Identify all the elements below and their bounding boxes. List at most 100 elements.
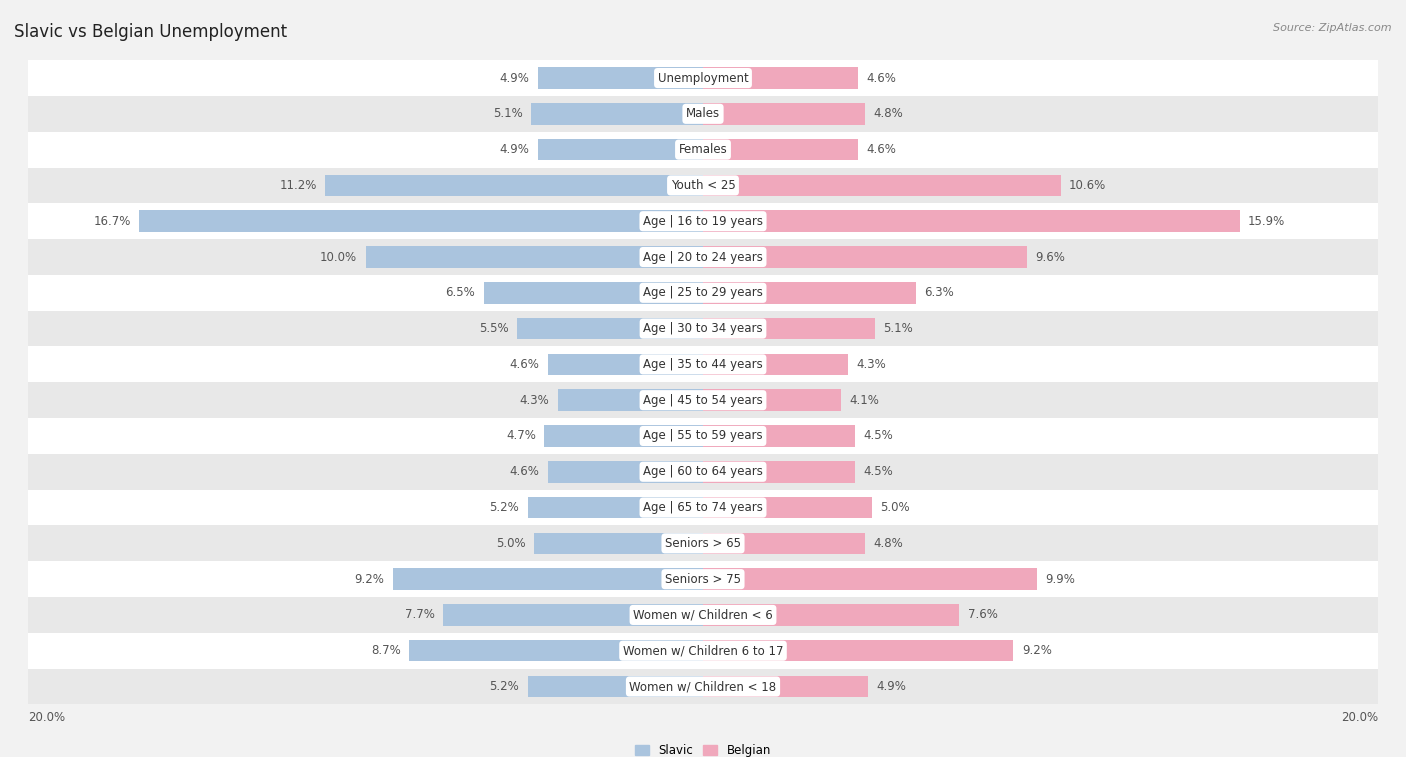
Bar <box>443 604 703 626</box>
Text: Age | 35 to 44 years: Age | 35 to 44 years <box>643 358 763 371</box>
Text: Age | 20 to 24 years: Age | 20 to 24 years <box>643 251 763 263</box>
Bar <box>548 354 703 375</box>
Bar <box>703 389 841 411</box>
Bar <box>703 569 1038 590</box>
Bar <box>703 640 1014 662</box>
Text: 5.0%: 5.0% <box>880 501 910 514</box>
Text: Source: ZipAtlas.com: Source: ZipAtlas.com <box>1274 23 1392 33</box>
Text: Age | 16 to 19 years: Age | 16 to 19 years <box>643 215 763 228</box>
Bar <box>28 418 1378 454</box>
Text: 5.5%: 5.5% <box>479 322 509 335</box>
Bar <box>366 246 703 268</box>
Bar <box>325 175 703 196</box>
Bar <box>703 604 959 626</box>
Text: Age | 25 to 29 years: Age | 25 to 29 years <box>643 286 763 299</box>
Bar <box>28 60 1378 96</box>
Bar <box>703 246 1026 268</box>
Text: 10.0%: 10.0% <box>321 251 357 263</box>
Bar <box>703 282 915 304</box>
Bar <box>544 425 703 447</box>
Text: 6.3%: 6.3% <box>924 286 953 299</box>
Bar <box>28 454 1378 490</box>
Bar <box>537 67 703 89</box>
Text: 20.0%: 20.0% <box>1341 711 1378 724</box>
Text: Women w/ Children < 18: Women w/ Children < 18 <box>630 680 776 693</box>
Text: Females: Females <box>679 143 727 156</box>
Text: Seniors > 75: Seniors > 75 <box>665 572 741 586</box>
Bar <box>703 139 858 160</box>
Bar <box>28 633 1378 668</box>
Bar <box>28 204 1378 239</box>
Bar <box>28 597 1378 633</box>
Text: 5.1%: 5.1% <box>883 322 914 335</box>
Text: Age | 45 to 54 years: Age | 45 to 54 years <box>643 394 763 407</box>
Bar <box>703 210 1240 232</box>
Text: 9.2%: 9.2% <box>1022 644 1052 657</box>
Bar <box>703 533 865 554</box>
Text: Age | 30 to 34 years: Age | 30 to 34 years <box>643 322 763 335</box>
Text: 5.0%: 5.0% <box>496 537 526 550</box>
Bar <box>703 676 869 697</box>
Text: Women w/ Children < 6: Women w/ Children < 6 <box>633 609 773 621</box>
Text: 9.9%: 9.9% <box>1046 572 1076 586</box>
Bar <box>703 461 855 482</box>
Text: 20.0%: 20.0% <box>28 711 65 724</box>
Bar <box>537 139 703 160</box>
Text: 6.5%: 6.5% <box>446 286 475 299</box>
Bar <box>28 132 1378 167</box>
Bar <box>409 640 703 662</box>
Text: 4.8%: 4.8% <box>873 107 903 120</box>
Bar <box>703 175 1060 196</box>
Text: 15.9%: 15.9% <box>1249 215 1285 228</box>
Bar <box>517 318 703 339</box>
Bar <box>703 67 858 89</box>
Text: 4.9%: 4.9% <box>499 72 529 85</box>
Text: 4.3%: 4.3% <box>856 358 886 371</box>
Text: 4.7%: 4.7% <box>506 429 536 443</box>
Text: Youth < 25: Youth < 25 <box>671 179 735 192</box>
Text: 7.6%: 7.6% <box>967 609 998 621</box>
Bar <box>527 676 703 697</box>
Text: 5.2%: 5.2% <box>489 501 519 514</box>
Bar <box>28 167 1378 204</box>
Text: Seniors > 65: Seniors > 65 <box>665 537 741 550</box>
Text: 4.5%: 4.5% <box>863 429 893 443</box>
Text: 4.9%: 4.9% <box>499 143 529 156</box>
Text: Slavic vs Belgian Unemployment: Slavic vs Belgian Unemployment <box>14 23 287 41</box>
Text: Age | 60 to 64 years: Age | 60 to 64 years <box>643 466 763 478</box>
Legend: Slavic, Belgian: Slavic, Belgian <box>630 740 776 757</box>
Bar <box>28 490 1378 525</box>
Bar <box>531 103 703 125</box>
Text: Males: Males <box>686 107 720 120</box>
Text: 9.6%: 9.6% <box>1035 251 1066 263</box>
Bar <box>392 569 703 590</box>
Text: 4.8%: 4.8% <box>873 537 903 550</box>
Bar <box>28 561 1378 597</box>
Bar <box>527 497 703 519</box>
Bar <box>484 282 703 304</box>
Text: 4.3%: 4.3% <box>520 394 550 407</box>
Bar <box>28 525 1378 561</box>
Bar <box>28 310 1378 347</box>
Bar <box>139 210 703 232</box>
Bar <box>548 461 703 482</box>
Text: 16.7%: 16.7% <box>94 215 131 228</box>
Bar <box>703 497 872 519</box>
Text: 4.5%: 4.5% <box>863 466 893 478</box>
Bar <box>28 347 1378 382</box>
Bar <box>28 239 1378 275</box>
Text: Women w/ Children 6 to 17: Women w/ Children 6 to 17 <box>623 644 783 657</box>
Bar <box>703 103 865 125</box>
Text: Unemployment: Unemployment <box>658 72 748 85</box>
Bar <box>28 382 1378 418</box>
Bar <box>703 318 875 339</box>
Bar <box>703 425 855 447</box>
Bar <box>28 668 1378 705</box>
Bar <box>28 275 1378 310</box>
Text: 4.6%: 4.6% <box>866 143 897 156</box>
Text: 5.1%: 5.1% <box>492 107 523 120</box>
Bar <box>534 533 703 554</box>
Text: 8.7%: 8.7% <box>371 644 401 657</box>
Text: 4.9%: 4.9% <box>877 680 907 693</box>
Text: 11.2%: 11.2% <box>280 179 316 192</box>
